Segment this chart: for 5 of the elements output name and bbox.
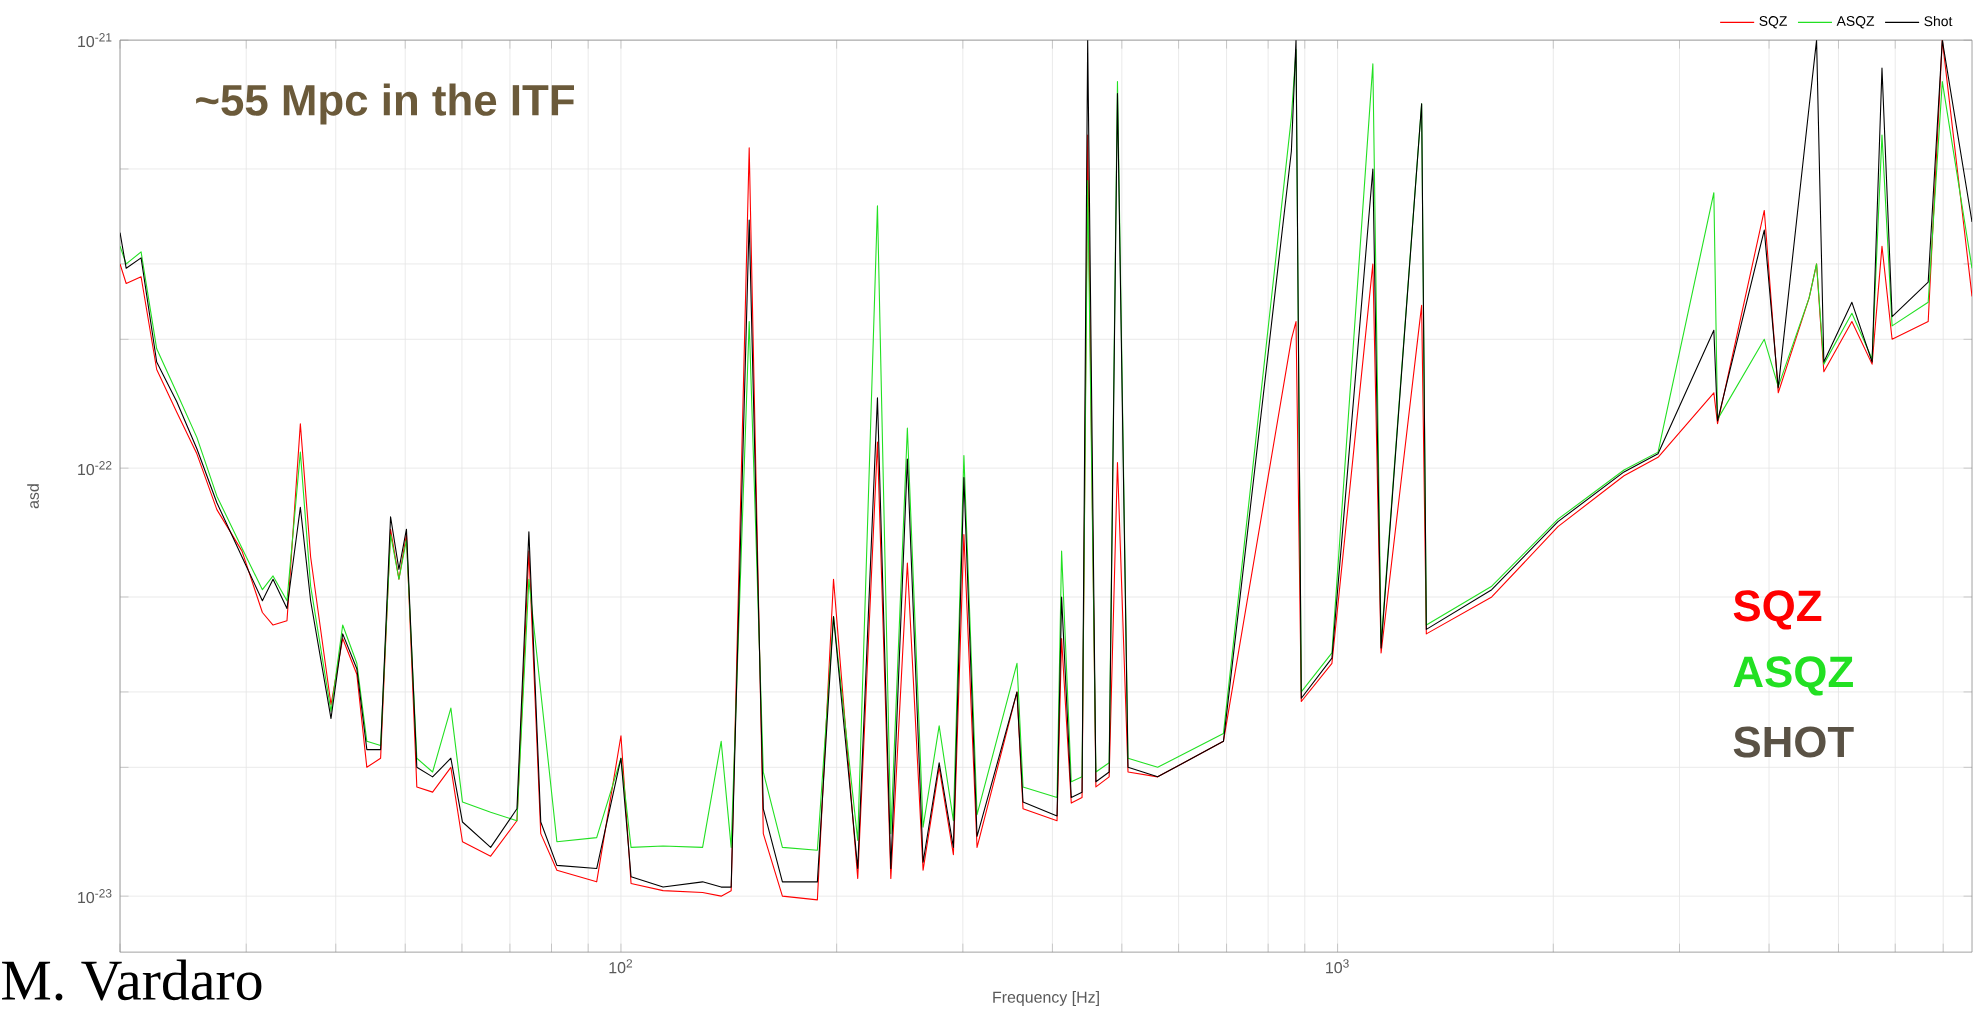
annotation: SQZ	[1733, 590, 1822, 630]
annotation: ASQZ	[1733, 656, 1853, 696]
annotation: ~55 Mpc in the ITF	[196, 83, 574, 125]
annotation: SHOT	[1733, 726, 1854, 758]
text: M. Vardaro	[2, 959, 262, 1001]
